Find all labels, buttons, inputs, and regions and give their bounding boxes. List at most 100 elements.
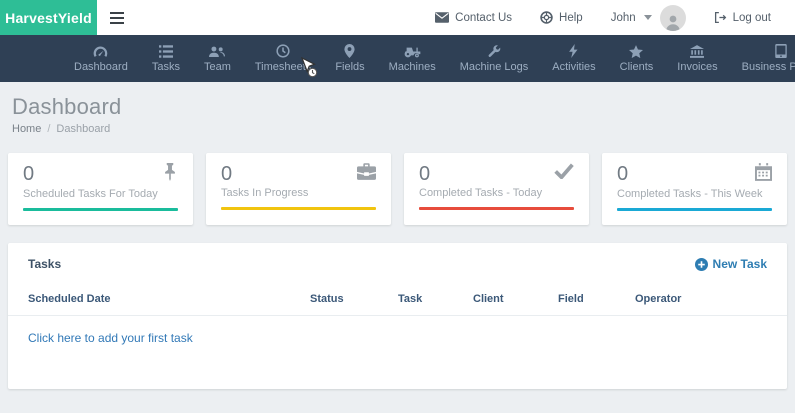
user-avatar[interactable] bbox=[659, 4, 686, 31]
nav-item-team[interactable]: Team bbox=[192, 35, 243, 82]
tasks-table: Scheduled Date Status Task Client Field … bbox=[8, 287, 787, 347]
col-field[interactable]: Field bbox=[558, 293, 584, 305]
thumbtack-icon bbox=[162, 163, 178, 186]
user-menu[interactable]: John bbox=[597, 12, 658, 24]
page-content: Dashboard Home / Dashboard 0 Scheduled T… bbox=[0, 82, 795, 389]
nav-item-timesheets[interactable]: Timesheets bbox=[243, 35, 323, 82]
star-icon bbox=[629, 44, 644, 58]
map-pin-icon bbox=[344, 44, 356, 58]
nav-item-machine-logs[interactable]: Machine Logs bbox=[448, 35, 541, 82]
help-label: Help bbox=[559, 11, 583, 24]
card-top: 0 bbox=[617, 163, 772, 186]
menu-toggle-button[interactable] bbox=[97, 0, 137, 35]
bolt-icon bbox=[569, 44, 578, 58]
tasks-panel: Tasks New Task Scheduled Date Status Tas… bbox=[8, 243, 787, 389]
nav-item-machines[interactable]: Machine Logs Machines bbox=[377, 35, 448, 82]
stat-card-scheduled-today: 0 Scheduled Tasks For Today bbox=[8, 153, 193, 225]
stat-label: Tasks In Progress bbox=[221, 187, 309, 199]
tasks-empty-state: Click here to add your first task bbox=[8, 316, 787, 347]
stat-accent-bar-yellow bbox=[221, 207, 376, 210]
breadcrumb: Home / Dashboard bbox=[12, 123, 783, 135]
breadcrumb-current: Dashboard bbox=[56, 123, 111, 135]
nav-label-invoices: Invoices bbox=[677, 60, 718, 73]
tasks-panel-header: Tasks New Task bbox=[8, 257, 787, 271]
tractor-icon bbox=[404, 47, 421, 57]
briefcase-icon bbox=[357, 163, 376, 185]
logout-link[interactable]: Log out bbox=[700, 11, 785, 24]
add-first-task-link[interactable]: Click here to add your first task bbox=[28, 331, 193, 345]
stat-value: 0 bbox=[617, 163, 629, 185]
checkmark-icon bbox=[554, 163, 574, 184]
nav-item-invoices[interactable]: Invoices bbox=[665, 35, 729, 82]
col-scheduled-date[interactable]: Scheduled Date bbox=[28, 293, 111, 305]
stat-accent-bar-green bbox=[23, 208, 178, 211]
nav-item-dashboard[interactable]: Dashboard bbox=[62, 35, 140, 82]
stat-accent-bar-red bbox=[419, 207, 574, 210]
users-icon bbox=[209, 46, 226, 57]
nav-label-team: Team bbox=[203, 60, 231, 73]
main-nav: Dashboard Tasks Team Timesheets Fields M… bbox=[0, 35, 795, 82]
stat-accent-bar-cyan bbox=[617, 208, 772, 211]
avatar-person-icon bbox=[665, 15, 680, 31]
header-actions: Contact Us Help John Log out bbox=[421, 0, 795, 35]
nav-label-machines: Machines bbox=[388, 60, 436, 73]
stat-value: 0 bbox=[221, 163, 233, 185]
help-icon bbox=[540, 11, 553, 24]
stat-value: 0 bbox=[419, 163, 431, 185]
breadcrumb-home-link[interactable]: Home bbox=[12, 123, 42, 135]
nav-item-fields[interactable]: Fields bbox=[323, 35, 376, 82]
calendar-icon bbox=[755, 163, 772, 186]
nav-label-dashboard: Dashboard bbox=[74, 60, 128, 73]
envelope-icon bbox=[435, 12, 450, 23]
stat-cards-row: 0 Scheduled Tasks For Today 0 Tasks In P… bbox=[8, 153, 787, 225]
top-header: HarvestYield Contact Us Help John Log ou… bbox=[0, 0, 795, 35]
hamburger-icon bbox=[110, 11, 124, 24]
logout-icon bbox=[714, 11, 726, 24]
gauge-icon bbox=[94, 46, 108, 57]
nav-label-timesheets: Timesheets bbox=[254, 61, 312, 73]
nav-item-business-profile[interactable]: Business Profile bbox=[730, 35, 795, 82]
col-operator[interactable]: Operator bbox=[635, 293, 682, 305]
card-top: 0 bbox=[419, 163, 574, 185]
page-title: Dashboard bbox=[12, 94, 122, 119]
stat-value: 0 bbox=[23, 163, 35, 185]
nav-label-fields: Fields bbox=[335, 61, 365, 73]
help-link[interactable]: Help bbox=[526, 11, 597, 24]
new-task-label: New Task bbox=[712, 257, 767, 271]
contact-us-link[interactable]: Contact Us bbox=[421, 12, 526, 24]
breadcrumb-separator: / bbox=[47, 123, 51, 135]
page-header: Dashboard Home / Dashboard bbox=[8, 82, 787, 145]
nav-label-tasks: Tasks bbox=[151, 60, 180, 73]
plus-circle-icon bbox=[694, 257, 708, 271]
clock-icon bbox=[276, 44, 290, 58]
bank-icon bbox=[690, 44, 705, 58]
tasks-panel-title: Tasks bbox=[28, 257, 62, 271]
col-task[interactable]: Task bbox=[398, 293, 423, 305]
stat-label: Scheduled Tasks For Today bbox=[23, 188, 158, 200]
stat-card-completed-today: 0 Completed Tasks - Today bbox=[404, 153, 589, 225]
card-top: 0 bbox=[221, 163, 376, 185]
nav-label-clients: Clients bbox=[619, 60, 654, 73]
nav-label-activities: Activities bbox=[552, 61, 596, 73]
list-icon bbox=[158, 44, 173, 58]
new-task-button[interactable]: New Task bbox=[694, 257, 767, 271]
tablet-icon bbox=[775, 44, 787, 58]
card-top: 0 bbox=[23, 163, 178, 186]
nav-item-tasks[interactable]: Tasks bbox=[140, 35, 192, 82]
user-name: John bbox=[610, 11, 636, 24]
stat-card-in-progress: 0 Tasks In Progress bbox=[206, 153, 391, 225]
nav-item-activities[interactable]: Activities bbox=[540, 35, 607, 82]
wrench-icon bbox=[488, 45, 501, 57]
app-logo[interactable]: HarvestYield bbox=[0, 0, 97, 35]
col-client[interactable]: Client bbox=[473, 293, 504, 305]
tasks-table-header-row: Scheduled Date Status Task Client Field … bbox=[8, 287, 787, 316]
nav-label-business-profile: Business Profile bbox=[741, 61, 795, 73]
stat-card-completed-week: 0 Completed Tasks - This Week bbox=[602, 153, 787, 225]
stat-label: Completed Tasks - Today bbox=[419, 187, 543, 199]
stat-label: Completed Tasks - This Week bbox=[617, 188, 763, 200]
chevron-down-icon bbox=[643, 15, 652, 20]
logout-label: Log out bbox=[732, 11, 771, 24]
col-status[interactable]: Status bbox=[310, 293, 344, 305]
nav-item-clients[interactable]: Clients bbox=[608, 35, 666, 82]
contact-us-label: Contact Us bbox=[455, 11, 513, 24]
